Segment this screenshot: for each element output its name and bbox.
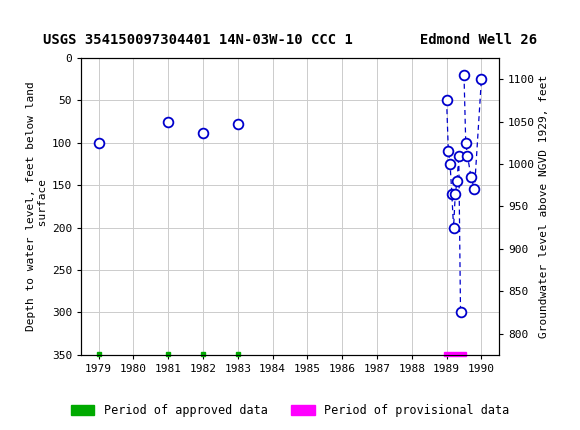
Bar — [166, 352, 171, 356]
Text: ╳USGS: ╳USGS — [7, 10, 53, 28]
Y-axis label: Groundwater level above NGVD 1929, feet: Groundwater level above NGVD 1929, feet — [539, 75, 549, 338]
Bar — [201, 352, 205, 356]
Bar — [96, 352, 101, 356]
Y-axis label: Depth to water level, feet below land
 surface: Depth to water level, feet below land su… — [26, 82, 48, 331]
Text: USGS 354150097304401 14N-03W-10 CCC 1        Edmond Well 26: USGS 354150097304401 14N-03W-10 CCC 1 Ed… — [43, 33, 537, 46]
Legend: Period of approved data, Period of provisional data: Period of approved data, Period of provi… — [66, 399, 514, 422]
Bar — [444, 352, 466, 356]
Bar — [235, 352, 240, 356]
